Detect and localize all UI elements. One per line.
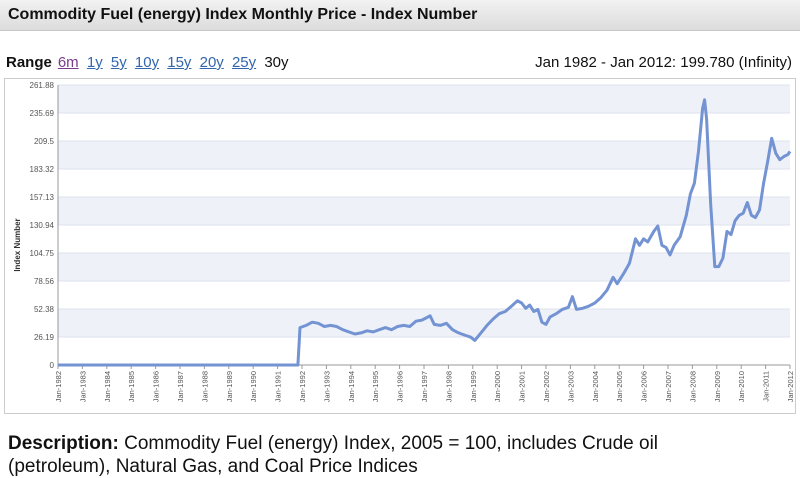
range-option[interactable]: 15y [167, 54, 192, 71]
x-tick-label: Jan-2011 [762, 371, 771, 402]
y-tick-label: 209.5 [34, 137, 55, 146]
x-tick-label: Jan-1993 [322, 371, 331, 402]
page-title: Commodity Fuel (energy) Index Monthly Pr… [8, 6, 478, 23]
x-tick-label: Jan-2002 [542, 371, 551, 402]
x-tick-label: Jan-1992 [298, 371, 307, 402]
grid-band [58, 85, 790, 114]
y-tick-label: 26.19 [34, 333, 55, 342]
y-tick-label: 183.32 [30, 165, 55, 174]
header: Commodity Fuel (energy) Index Monthly Pr… [0, 0, 800, 31]
x-tick-label: Jan-1990 [249, 371, 258, 402]
range-label: Range [6, 54, 52, 71]
x-tick-label: Jan-1984 [103, 371, 112, 402]
range-option[interactable]: 20y [199, 54, 224, 71]
range-selector: Range 6m 1y 5y 10y 15y 20y 25y 30y [6, 54, 289, 71]
description-label: Description: [8, 433, 119, 454]
x-tick-label: Jan-1999 [469, 371, 478, 402]
range-option: 30y [264, 54, 289, 71]
range-option[interactable]: 10y [134, 54, 160, 71]
line-series [58, 98, 792, 367]
x-tick-label: Jan-1983 [78, 371, 87, 402]
x-tick-label: Jan-1987 [176, 371, 185, 402]
summary: Jan 1982 - Jan 2012: 199.780 (Infinity) [535, 54, 792, 71]
range-option[interactable]: 25y [231, 54, 257, 71]
y-tick-label: 52.38 [34, 305, 55, 314]
x-tick-label: Jan-2001 [518, 371, 527, 402]
x-tick-label: Jan-2007 [664, 371, 673, 402]
grid-band [58, 308, 790, 337]
grid-band [58, 196, 790, 225]
y-tick-label: 157.13 [30, 193, 55, 202]
x-tick-label: Jan-1988 [200, 371, 209, 402]
x-tick-label: Jan-1995 [371, 371, 380, 402]
x-tick-label: Jan-1994 [347, 371, 356, 402]
range-option[interactable]: 5y [110, 54, 127, 71]
y-tick-label: 104.75 [30, 249, 55, 258]
x-tick-label: Jan-1989 [225, 371, 234, 402]
x-tick-label: Jan-2004 [591, 371, 600, 402]
x-tick-label: Jan-1996 [396, 371, 405, 402]
x-tick-label: Jan-1991 [274, 371, 283, 402]
x-tick-label: Jan-1986 [152, 371, 161, 402]
description-text: Commodity Fuel (energy) Index, 2005 = 10… [8, 433, 659, 477]
range-option[interactable]: 6m [57, 54, 79, 71]
grid-band [58, 141, 790, 169]
x-tick-label: Jan-2006 [640, 371, 649, 402]
y-axis-label: Index Number [13, 218, 22, 271]
x-tick-label: Jan-2012 [786, 371, 795, 402]
range-option[interactable]: 1y [86, 54, 103, 71]
x-tick-label: Jan-2000 [493, 371, 502, 402]
x-tick-label: Jan-1998 [444, 371, 453, 402]
x-tick-label: Jan-2008 [688, 371, 697, 402]
y-tick-label: 0 [50, 361, 55, 370]
x-tick-label: Jan-2010 [737, 371, 746, 402]
chart-frame [4, 78, 796, 414]
y-tick-label: 78.56 [34, 277, 55, 286]
x-tick-label: Jan-1997 [420, 371, 429, 402]
y-tick-label: 235.69 [30, 109, 55, 118]
description: Description: Commodity Fuel (energy) Ind… [8, 432, 728, 478]
y-tick-label: 130.94 [30, 221, 55, 230]
x-tick-label: Jan-2003 [566, 371, 575, 402]
x-tick-label: Jan-2005 [615, 371, 624, 402]
grid-band [58, 253, 790, 282]
x-tick-label: Jan-1982 [54, 371, 63, 402]
x-tick-label: Jan-2009 [713, 371, 722, 402]
y-tick-label: 261.88 [30, 81, 55, 90]
x-tick-label: Jan-1985 [127, 371, 136, 402]
